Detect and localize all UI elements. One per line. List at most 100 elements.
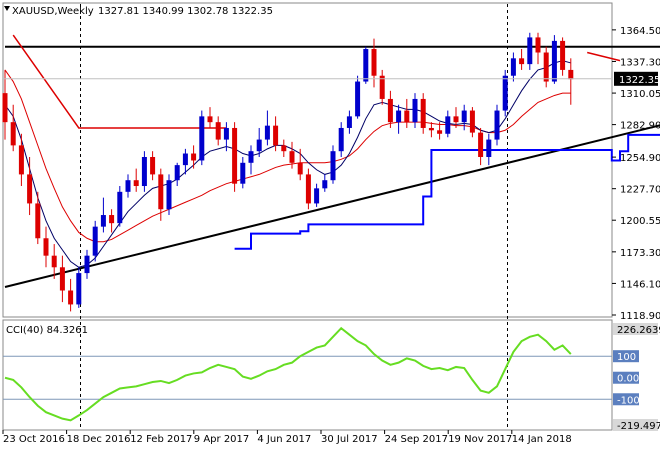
candle-body (510, 58, 516, 76)
candle-body (35, 203, 41, 239)
candle-body (166, 180, 172, 210)
x-tick-label: 23 Oct 2016 (3, 434, 65, 445)
x-tick-label: 14 Jan 2018 (512, 434, 572, 445)
candle-body (182, 153, 188, 166)
candle-body (420, 98, 426, 128)
candle-body (494, 110, 500, 140)
candle-body (264, 125, 270, 140)
candle-body (330, 151, 336, 181)
candle-body (461, 110, 467, 123)
candle-body (437, 130, 443, 134)
cci-panel-frame (2, 319, 613, 431)
candle-body (543, 52, 549, 82)
current-price-label: 1322.35 (619, 75, 660, 86)
candle-body (519, 58, 525, 65)
cci-level-box (613, 393, 639, 406)
candle-body (191, 153, 197, 161)
y-tick-label: 1118.90 (620, 311, 660, 322)
candle-body (51, 255, 57, 268)
x-tick-label: 30 Jul 2017 (321, 434, 378, 445)
y-tick-label: 1254.90 (620, 153, 660, 164)
candle-body (141, 156, 147, 187)
candle-body (281, 145, 287, 152)
candle-body (232, 127, 238, 184)
candle-body (174, 165, 180, 181)
window-arrow-icon (4, 6, 10, 11)
candle-body (305, 174, 311, 204)
candle-body (84, 255, 90, 274)
ma-slow-line (4, 69, 571, 243)
x-tick-label: 18 Dec 2016 (67, 434, 131, 445)
cci-level-label: -100 (617, 395, 640, 406)
trend-line (4, 124, 660, 288)
candle-body (396, 110, 402, 123)
support-step-line (234, 133, 660, 250)
candle-body (150, 156, 156, 175)
y-tick-label: 1200.55 (620, 216, 660, 227)
header-symbol: XAUUSD,Weekly (12, 6, 94, 17)
candle-body (199, 116, 205, 161)
y-tick-label: 1146.10 (620, 279, 660, 290)
candle-body (568, 69, 574, 80)
candle-body (125, 180, 131, 192)
candle-body (428, 127, 434, 131)
candle-body (248, 151, 254, 163)
candle-body (27, 174, 33, 204)
candle-body (338, 127, 344, 152)
candle-body (158, 174, 164, 210)
candle-body (314, 188, 320, 204)
candle-body (453, 116, 459, 123)
cci-level-label: -219.4975 (617, 421, 660, 432)
y-tick-label: 1364.50 (620, 26, 660, 37)
cci-extreme-box (613, 323, 658, 335)
x-tick-label: 4 Jun 2017 (257, 434, 311, 445)
cci-level-label: 0.00 (617, 374, 639, 385)
candle-body (59, 267, 65, 291)
candle-body (207, 116, 213, 123)
candle-body (43, 238, 49, 256)
cci-level-label: 100 (617, 352, 636, 363)
candle-body (100, 215, 106, 227)
cci-level-box (613, 350, 639, 363)
candle-body (469, 110, 475, 133)
cci-level-box (613, 371, 639, 384)
candle-body (297, 162, 303, 175)
x-tick-label: 12 Feb 2017 (130, 434, 192, 445)
candle-body (387, 98, 393, 123)
candle-body (535, 37, 541, 53)
current-price-box (614, 71, 658, 86)
candle-body (363, 49, 369, 82)
candle-body (92, 226, 98, 256)
candle-body (478, 132, 484, 157)
candle-body (346, 116, 352, 128)
candle-body (371, 49, 377, 76)
ma-fast-line (4, 60, 571, 268)
cci-line (4, 326, 572, 422)
candle-body (76, 273, 82, 305)
candle-body (256, 139, 262, 152)
candle-body (412, 98, 418, 123)
candle-body (355, 81, 361, 117)
x-tick-label: 19 Nov 2017 (448, 434, 512, 445)
y-tick-label: 1282.90 (620, 121, 660, 132)
candle-body (240, 162, 246, 184)
candle-body (379, 75, 385, 99)
red-stop-line-1 (12, 34, 227, 129)
header-ohlc: 1327.81 1340.99 1302.78 1322.35 (98, 6, 273, 17)
x-tick-label: 24 Sep 2017 (385, 434, 448, 445)
candle-body (551, 40, 557, 82)
candle-body (10, 122, 16, 146)
candle-body (215, 122, 221, 140)
candle-body (2, 93, 8, 123)
candle-body (273, 125, 279, 146)
y-tick-label: 1337.30 (620, 57, 660, 68)
red-stop-line-2 (587, 51, 621, 62)
cci-label: CCI(40) 84.3261 (6, 325, 88, 336)
y-tick-label: 1173.30 (620, 248, 660, 259)
x-tick-label: 9 Apr 2017 (194, 434, 249, 445)
cci-level-label: 226.2639 (617, 325, 660, 336)
candle-body (18, 145, 24, 175)
candle-body (486, 139, 492, 157)
